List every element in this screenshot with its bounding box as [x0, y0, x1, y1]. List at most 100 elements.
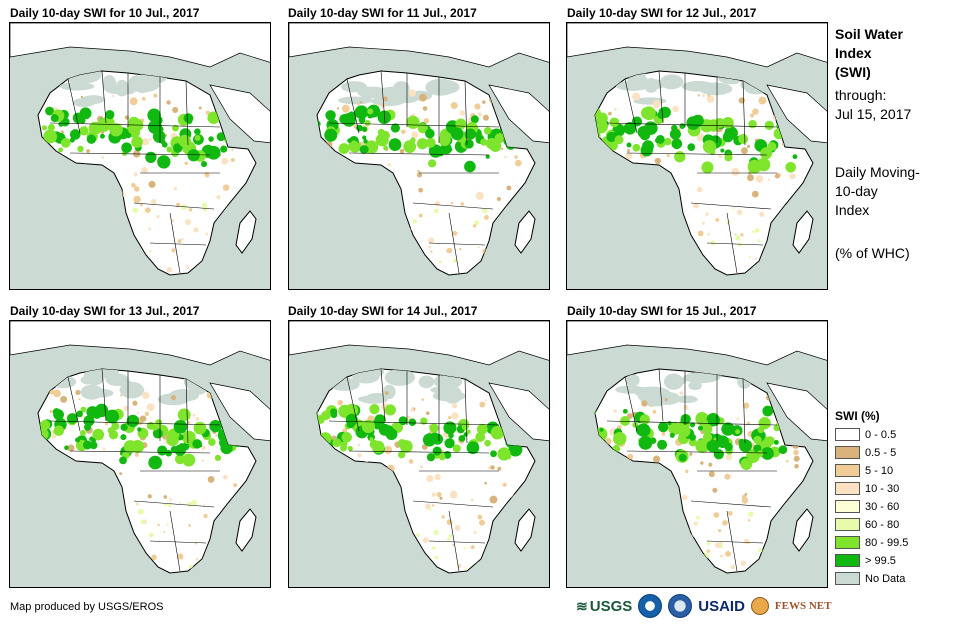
- arabia-landmass: [766, 382, 827, 442]
- logo-strip: ≋ USGS USAID FEWS NET: [576, 594, 831, 618]
- sidebar-title-line3: (SWI): [835, 64, 871, 80]
- madagascar-landmass: [792, 210, 814, 254]
- sidebar-desc-line1: Daily Moving-: [835, 164, 920, 180]
- country-border: [49, 420, 221, 426]
- legend-label: 0 - 0.5: [865, 428, 897, 441]
- country-border: [67, 78, 81, 134]
- country-border: [101, 70, 107, 124]
- legend-item: 5 - 10: [835, 463, 893, 478]
- country-border: [412, 500, 494, 508]
- country-border: [346, 78, 360, 134]
- legend-swatch: [835, 446, 860, 459]
- legend-swatch: [835, 554, 860, 567]
- legend-item: > 99.5: [835, 553, 896, 568]
- country-border: [606, 420, 778, 426]
- legend-swatch: [835, 536, 860, 549]
- sidebar-title-line1: Soil Water: [835, 26, 903, 42]
- country-border: [706, 242, 764, 246]
- country-border: [742, 378, 746, 444]
- swi-raster: [595, 369, 800, 570]
- country-border: [658, 70, 664, 124]
- country-border: [328, 420, 500, 426]
- country-border: [169, 212, 181, 274]
- legend-label: No Data: [865, 572, 906, 585]
- arabia-landmass: [488, 84, 549, 144]
- legend-item: 10 - 30: [835, 481, 899, 496]
- legend-label: 0.5 - 5: [865, 446, 897, 459]
- legend-swatch: [835, 518, 860, 531]
- country-border: [348, 152, 490, 156]
- arabia-landmass: [766, 84, 827, 144]
- country-border: [133, 500, 215, 508]
- legend-item: 80 - 99.5: [835, 535, 908, 550]
- panel-title-6: Daily 10-day SWI for 15 Jul., 2017: [567, 304, 757, 318]
- country-border: [706, 540, 764, 544]
- country-border: [690, 202, 772, 210]
- country-border: [742, 80, 746, 146]
- sidebar-through-date: Jul 15, 2017: [835, 106, 912, 122]
- panel-title-1: Daily 10-day SWI for 10 Jul., 2017: [10, 6, 200, 20]
- country-border: [380, 70, 386, 124]
- country-border: [464, 80, 468, 146]
- madagascar-landmass: [514, 508, 536, 552]
- country-border: [726, 212, 738, 274]
- country-border: [624, 78, 638, 134]
- country-border: [412, 202, 494, 210]
- country-border: [101, 368, 107, 422]
- country-border: [428, 242, 486, 246]
- country-border: [380, 368, 386, 422]
- europe-landmass: [10, 23, 270, 68]
- swi-map-4: [9, 320, 271, 588]
- fews-net-logo: FEWS NET: [774, 600, 832, 612]
- legend-swatch: [835, 500, 860, 513]
- map-credit: Map produced by USGS/EROS: [10, 601, 164, 613]
- legend-item: 0.5 - 5: [835, 445, 896, 460]
- country-border: [67, 376, 81, 432]
- arabia-landmass: [488, 382, 549, 442]
- country-border: [606, 122, 778, 128]
- country-border: [626, 152, 768, 156]
- country-border: [624, 376, 638, 432]
- madagascar-landmass: [514, 210, 536, 254]
- europe-landmass: [289, 321, 549, 366]
- swi-raster: [38, 71, 243, 273]
- country-border: [185, 80, 189, 146]
- legend-swatch: [835, 572, 860, 585]
- country-border: [626, 450, 768, 454]
- country-border: [149, 242, 207, 246]
- country-border: [428, 540, 486, 544]
- legend-item: 0 - 0.5: [835, 427, 896, 442]
- country-border: [658, 368, 664, 422]
- country-border: [448, 510, 460, 572]
- sidebar-through-label: through:: [835, 87, 887, 103]
- legend-title: SWI (%): [835, 409, 880, 423]
- country-border: [49, 122, 221, 128]
- legend-swatch: [835, 428, 860, 441]
- noaa-logo-icon: [638, 594, 663, 618]
- sidebar-title-line2: Index: [835, 45, 872, 61]
- europe-landmass: [10, 321, 270, 366]
- usaid-logo: USAID: [698, 597, 745, 615]
- legend-label: 10 - 30: [865, 482, 900, 495]
- country-border: [448, 212, 460, 274]
- nasa-logo-icon: [668, 594, 693, 618]
- fews-logo-icon: [750, 597, 769, 615]
- swi-map-3: [566, 22, 828, 290]
- usgs-wave-icon: ≋: [576, 597, 588, 614]
- country-border: [348, 450, 490, 454]
- sidebar-units: (% of WHC): [835, 245, 910, 261]
- swi-map-6: [566, 320, 828, 588]
- country-border: [185, 378, 189, 444]
- swi-map-5: [288, 320, 550, 588]
- swi-map-2: [288, 22, 550, 290]
- usgs-logo: ≋ USGS: [576, 597, 633, 615]
- legend-label: 60 - 80: [865, 518, 900, 531]
- country-border: [133, 202, 215, 210]
- country-border: [726, 510, 738, 572]
- europe-landmass: [567, 321, 827, 366]
- legend-label: 30 - 60: [865, 500, 900, 513]
- swi-raster: [317, 78, 522, 265]
- country-border: [69, 152, 211, 156]
- madagascar-landmass: [235, 210, 257, 254]
- sidebar-desc-line2: 10-day: [835, 183, 878, 199]
